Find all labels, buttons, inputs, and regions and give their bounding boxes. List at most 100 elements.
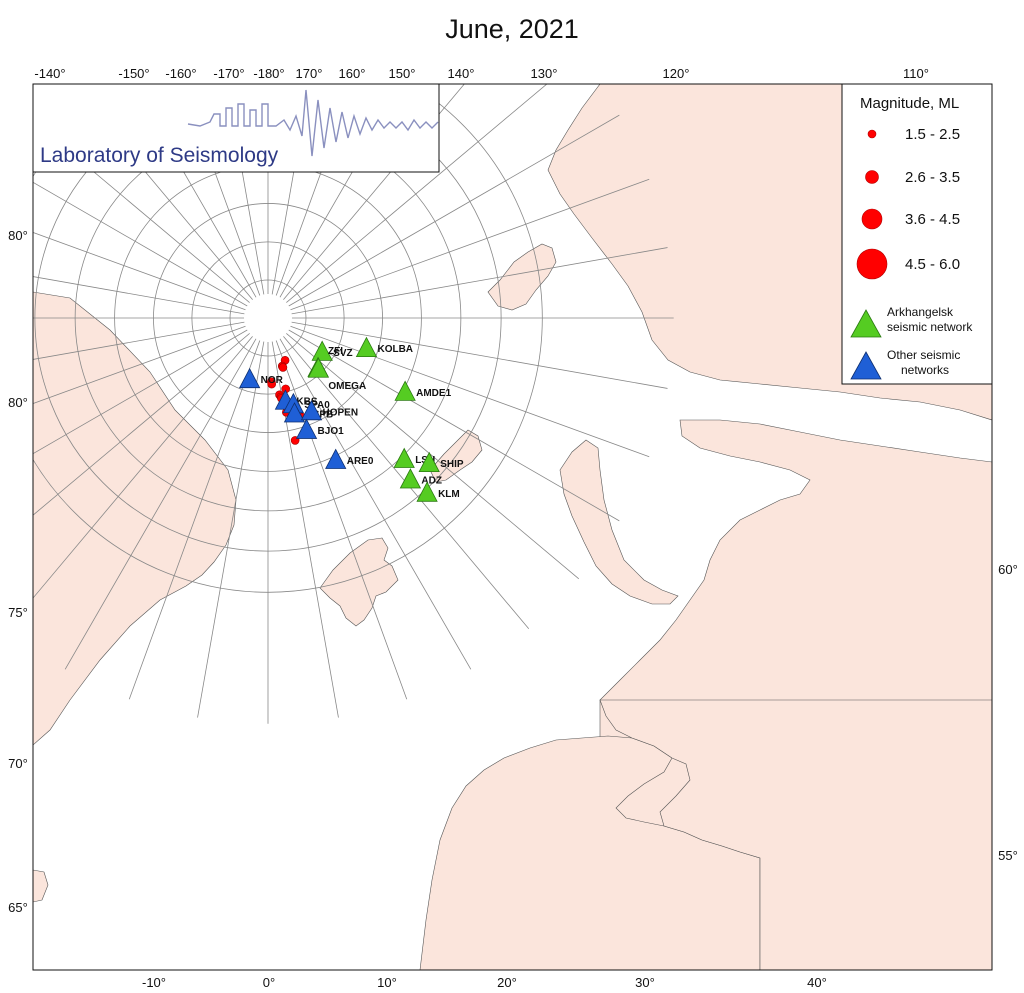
- legend-symbol-3: [861, 208, 883, 230]
- svalbard-land: [319, 537, 399, 627]
- tick-label: 65°: [8, 900, 28, 915]
- event-marker: [267, 379, 276, 389]
- tick-label: 70°: [8, 756, 28, 771]
- legend-title: Magnitude, ML: [860, 95, 959, 112]
- legend-other-line2: networks: [901, 363, 949, 377]
- meridian-line: [280, 325, 620, 522]
- station-kbs-label: KBS: [296, 397, 317, 408]
- station-are0-label: ARE0: [347, 456, 374, 467]
- station-klm-marker: [416, 481, 438, 502]
- severnaya-zemlya-land: [487, 243, 557, 311]
- tick-label: 10°: [377, 975, 397, 990]
- event-marker: [278, 363, 288, 372]
- meridian-line: [33, 120, 257, 309]
- tick-label: 40°: [807, 975, 827, 990]
- bottom-tick-labels: -10° 0° 10° 20° 30° 40°: [142, 975, 827, 990]
- meridian-line: [33, 320, 254, 360]
- tick-label: 130°: [531, 66, 558, 81]
- logo-text: Laboratory of Seismology: [40, 144, 279, 167]
- meridian-line: [282, 178, 650, 314]
- station-are0-marker: [325, 448, 347, 469]
- meridian-line: [33, 327, 257, 516]
- tick-label: 140°: [448, 66, 475, 81]
- station-svz-label: SVZ: [333, 348, 352, 359]
- station-nor-marker: [238, 367, 261, 389]
- tick-label: -160°: [165, 66, 196, 81]
- legend-symbol-1: [867, 129, 877, 139]
- tick-label: -140°: [34, 66, 65, 81]
- meridian-line: [272, 332, 408, 700]
- tick-label: -150°: [118, 66, 149, 81]
- station-klm-label: KLM: [438, 489, 460, 500]
- legend-arkhangelsk-triangle: [850, 309, 882, 338]
- station-kolba-label: KOLBA: [377, 344, 413, 355]
- meridian-line: [33, 322, 254, 404]
- legend-arkhangelsk-line1: Arkhangelsk: [887, 305, 954, 319]
- tick-label: 0°: [263, 975, 275, 990]
- tick-label: -10°: [142, 975, 166, 990]
- meridian-line: [277, 329, 530, 630]
- tick-label: 75°: [8, 605, 28, 620]
- meridian-line: [282, 320, 668, 389]
- station-omega-marker: [307, 357, 330, 378]
- iceland-land: [33, 869, 49, 903]
- right-tick-labels: 60° 55°: [998, 562, 1018, 863]
- station-bjo1-label: BJO1: [318, 426, 345, 437]
- tick-label: 30°: [635, 975, 655, 990]
- legend-range-3: 3.6 - 4.5: [905, 211, 960, 228]
- seismogram-icon: [187, 89, 439, 157]
- tick-label: -180°: [253, 66, 284, 81]
- station-hspb-marker: [283, 402, 306, 423]
- meridian-line: [33, 276, 254, 316]
- novaya-zemlya-land: [559, 439, 679, 605]
- meridian-line: [33, 181, 256, 311]
- legend-symbol-2: [865, 170, 879, 184]
- meridian-line: [282, 247, 668, 316]
- tick-label: 120°: [663, 66, 690, 81]
- pole-hole: [244, 294, 292, 342]
- station-amde1-marker: [394, 380, 416, 401]
- station-svz-marker: [311, 340, 333, 361]
- logo-box: Laboratory of Seismology: [32, 83, 440, 173]
- meridian-line: [279, 84, 548, 309]
- legend-symbol-4: [856, 248, 888, 280]
- east-land: [599, 699, 992, 970]
- legend: Magnitude, ML 1.5 - 2.5 2.6 - 3.5 3.6 - …: [841, 83, 993, 385]
- station-nor-label: NOR: [261, 375, 284, 386]
- legend-range-1: 1.5 - 2.5: [905, 126, 960, 143]
- meridian-line: [33, 232, 254, 314]
- tick-label: 110°: [903, 66, 929, 81]
- tick-label: 60°: [998, 562, 1018, 577]
- station-adz-label: ADZ: [421, 476, 442, 487]
- station-ship-marker: [418, 451, 440, 473]
- station-ship-label: SHIP: [440, 459, 464, 470]
- seismic-stations: SVZKOLBAZFIOMEGAAMDE1LSHSHIPADZKLMNORKBS…: [238, 336, 464, 502]
- legend-other-line1: Other seismic: [887, 348, 960, 362]
- tick-label: 150°: [389, 66, 416, 81]
- station-bjo1-marker: [295, 418, 318, 439]
- legend-other-triangle: [850, 351, 882, 380]
- station-spa0-label: SPA0: [304, 400, 330, 411]
- meridian-line: [33, 329, 259, 599]
- greenland-land: [33, 291, 237, 746]
- tick-label: -170°: [213, 66, 244, 81]
- station-lsh-marker: [393, 447, 415, 468]
- meridian-line: [282, 322, 650, 458]
- tick-label: 20°: [497, 975, 517, 990]
- meridian-line: [197, 332, 266, 718]
- tick-label: 170°: [296, 66, 323, 81]
- left-tick-labels: 80° 80° 75° 70° 65°: [8, 228, 28, 915]
- map-title: June, 2021: [445, 14, 579, 44]
- meridian-line: [280, 114, 620, 311]
- station-omega-label: OMEGA: [328, 381, 366, 392]
- station-adz-marker: [399, 468, 422, 489]
- station-amde1-label: AMDE1: [416, 388, 451, 399]
- map-frame: [32, 83, 993, 971]
- legend-range-2: 2.6 - 3.5: [905, 169, 960, 186]
- legend-range-4: 4.5 - 6.0: [905, 256, 960, 273]
- tick-label: 80°: [8, 228, 28, 243]
- station-kolba-marker: [355, 336, 378, 358]
- legend-arkhangelsk-line2: seismic network: [887, 320, 973, 334]
- meridian-line: [128, 332, 264, 700]
